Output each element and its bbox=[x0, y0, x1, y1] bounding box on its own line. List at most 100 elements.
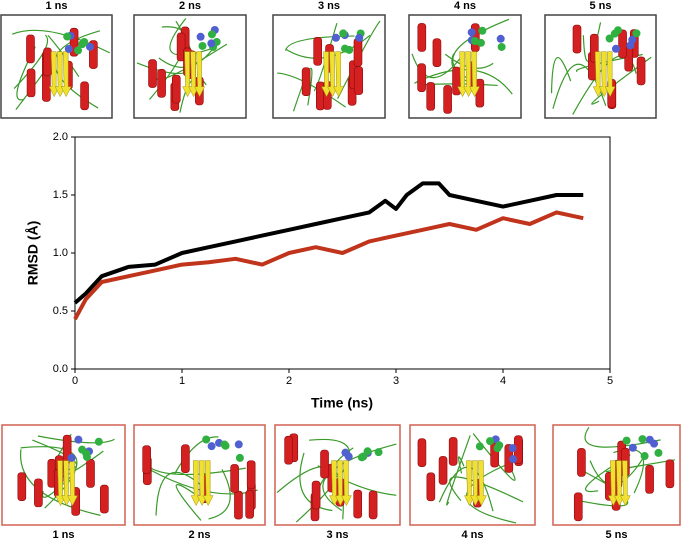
strand bbox=[61, 460, 72, 507]
series-line bbox=[73, 210, 584, 321]
strand bbox=[55, 460, 66, 507]
helix bbox=[86, 459, 95, 488]
y-tick-label: 0.0 bbox=[53, 363, 68, 375]
helix bbox=[452, 66, 461, 96]
ligand-atom bbox=[496, 34, 505, 43]
ligand-atom bbox=[207, 442, 216, 451]
structure-image bbox=[411, 18, 513, 114]
x-tick-label: 3 bbox=[393, 375, 399, 387]
ligand-atom bbox=[207, 30, 216, 39]
coil bbox=[446, 435, 471, 506]
strand bbox=[598, 51, 610, 98]
structure-image bbox=[142, 435, 258, 521]
helix bbox=[311, 480, 321, 510]
coil bbox=[175, 484, 204, 521]
strand bbox=[202, 460, 214, 507]
strand bbox=[463, 51, 475, 98]
coil bbox=[591, 56, 652, 105]
y-tick-label: 2.0 bbox=[53, 131, 68, 143]
helix bbox=[181, 444, 190, 473]
ligand-atom bbox=[495, 441, 504, 450]
panel-label: 3 ns bbox=[326, 529, 348, 541]
panel-label: 3 ns bbox=[318, 0, 340, 12]
strand bbox=[67, 460, 78, 507]
helix bbox=[417, 438, 427, 467]
helix bbox=[26, 34, 35, 64]
helix bbox=[80, 81, 89, 111]
x-tick-label: 4 bbox=[500, 375, 506, 387]
ligand-atom bbox=[628, 35, 637, 44]
ligand-atom bbox=[94, 437, 103, 446]
helix bbox=[645, 465, 654, 494]
ligand-atom bbox=[640, 452, 649, 461]
ligand-atom bbox=[355, 33, 364, 42]
ligand-atom bbox=[221, 441, 230, 450]
strand bbox=[190, 460, 202, 507]
helix bbox=[368, 490, 378, 520]
panel-label: 4 ns bbox=[454, 0, 476, 12]
strand bbox=[321, 51, 333, 98]
coil bbox=[299, 452, 333, 512]
helix bbox=[426, 82, 436, 111]
helix bbox=[432, 38, 442, 67]
helix bbox=[42, 73, 51, 102]
helix bbox=[354, 66, 364, 95]
ligand-atom bbox=[63, 32, 72, 41]
ligand-atom bbox=[374, 448, 383, 457]
helix bbox=[100, 484, 109, 514]
helix bbox=[426, 472, 436, 502]
ligand-atom bbox=[198, 41, 207, 50]
x-tick-label: 5 bbox=[607, 375, 613, 387]
ligand-atom bbox=[234, 440, 243, 449]
helix bbox=[17, 472, 27, 501]
strand bbox=[476, 460, 487, 507]
helix bbox=[176, 32, 186, 62]
y-tick-label: 1.0 bbox=[53, 247, 68, 259]
helix bbox=[577, 448, 586, 477]
structure-image bbox=[417, 433, 524, 524]
ligand-atom bbox=[85, 42, 94, 51]
y-tick-label: 1.5 bbox=[53, 189, 68, 201]
helix bbox=[142, 445, 151, 474]
strand bbox=[592, 51, 604, 98]
panel-label: 2 ns bbox=[188, 529, 210, 541]
ligand-atom bbox=[611, 44, 620, 53]
helix bbox=[448, 437, 458, 466]
ligand-atom bbox=[64, 44, 73, 53]
ligand-atom bbox=[476, 38, 485, 47]
strand bbox=[470, 460, 481, 507]
ligand-atom bbox=[654, 448, 663, 457]
structure-image bbox=[11, 27, 111, 111]
structure-image bbox=[277, 20, 381, 112]
ligand-atom bbox=[67, 453, 76, 462]
panel-label: 5 ns bbox=[605, 529, 627, 541]
strand bbox=[613, 460, 625, 507]
strand bbox=[329, 460, 340, 507]
helix bbox=[157, 68, 166, 98]
helix bbox=[148, 59, 157, 88]
helix bbox=[246, 460, 256, 489]
coil bbox=[472, 433, 516, 481]
strand bbox=[327, 51, 339, 98]
strand bbox=[619, 460, 631, 507]
strand bbox=[607, 460, 619, 507]
helix bbox=[301, 67, 311, 96]
strand bbox=[335, 460, 346, 507]
x-tick-label: 0 bbox=[72, 375, 78, 387]
ligand-atom bbox=[341, 448, 350, 457]
coil bbox=[47, 35, 80, 78]
helix bbox=[353, 489, 363, 519]
ligand-atom bbox=[650, 439, 659, 448]
helix bbox=[618, 29, 627, 59]
ligand-atom bbox=[74, 46, 83, 55]
structure-image bbox=[550, 22, 652, 115]
strand bbox=[604, 51, 616, 98]
ligand-atom bbox=[82, 452, 91, 461]
coil bbox=[174, 436, 219, 475]
structure-image bbox=[573, 427, 676, 522]
helix bbox=[43, 47, 52, 77]
ligand-atom bbox=[622, 436, 631, 445]
panel-label: 5 ns bbox=[589, 0, 611, 12]
ligand-atom bbox=[339, 29, 348, 38]
coil bbox=[411, 52, 466, 79]
